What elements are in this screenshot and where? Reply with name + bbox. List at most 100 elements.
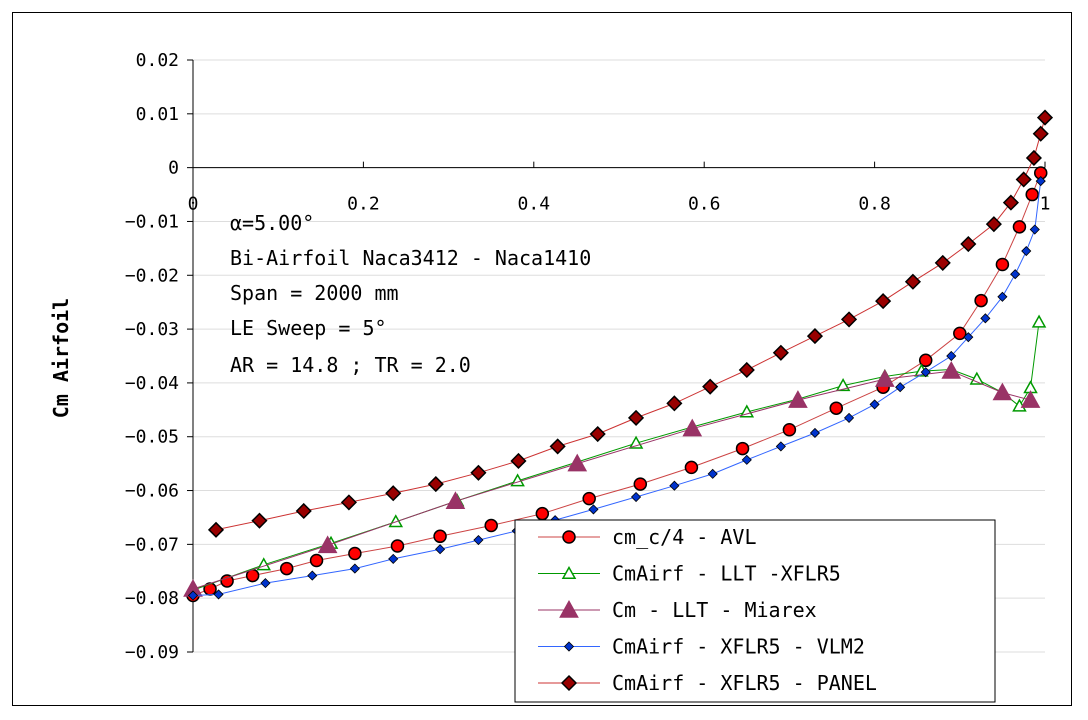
data-point <box>385 485 402 502</box>
data-point <box>295 502 312 520</box>
data-point <box>484 518 498 533</box>
data-point <box>213 589 224 600</box>
data-point <box>535 506 550 521</box>
data-point <box>974 293 988 308</box>
series-4 <box>207 109 1054 538</box>
data-point <box>995 257 1010 272</box>
data-point <box>433 529 447 544</box>
tick-layer: 0.02 0.01 0 −0.01 −0.02 −0.03 −0.04 −0.05 −0.06 −… <box>125 50 1051 663</box>
data-point <box>934 254 951 271</box>
data-point <box>1020 390 1041 408</box>
annotation-span: Span = 2000 mm <box>230 281 399 305</box>
data-point <box>788 390 808 408</box>
data-point <box>510 452 527 470</box>
data-point <box>561 565 577 580</box>
data-point <box>1002 194 1019 211</box>
data-point <box>735 441 750 456</box>
data-point <box>390 539 405 553</box>
data-point <box>869 399 880 410</box>
data-point <box>435 544 446 555</box>
legend-items: cm_c/4 - AVL CmAirf - LLT -XFLR5 Cm - LLT … <box>538 525 877 695</box>
x-tick-label: 0 <box>188 194 199 215</box>
data-point <box>1021 245 1032 257</box>
series-0 <box>186 166 1048 603</box>
data-point <box>1025 149 1042 167</box>
data-point <box>738 361 755 379</box>
y-tick-label: −0.08 <box>125 588 179 609</box>
annotation-sweep: LE Sweep = 5° <box>230 316 387 340</box>
data-point <box>775 441 786 452</box>
data-point <box>1015 171 1032 188</box>
data-point <box>843 412 855 423</box>
data-point <box>563 641 575 652</box>
data-point <box>1035 176 1046 187</box>
data-point <box>920 367 931 378</box>
data-point <box>918 353 933 368</box>
y-tick-label: −0.05 <box>125 427 179 448</box>
data-point <box>707 468 718 479</box>
data-point <box>220 574 234 588</box>
data-point <box>829 401 844 415</box>
legend-label: cm_c/4 - AVL <box>612 525 757 549</box>
data-point <box>559 599 579 618</box>
data-point <box>627 409 645 426</box>
data-point <box>309 553 324 568</box>
data-point <box>1029 224 1040 235</box>
y-tick-label: −0.09 <box>125 642 179 663</box>
annotation-alpha: α=5.00° <box>230 211 314 235</box>
data-point <box>739 404 755 418</box>
series-2 <box>183 361 1041 597</box>
data-point <box>682 418 703 437</box>
data-point <box>941 361 962 379</box>
data-point <box>953 326 967 341</box>
data-point <box>1032 125 1049 142</box>
series-line <box>192 370 1031 590</box>
data-point <box>985 216 1002 233</box>
data-point <box>348 546 362 561</box>
y-tick-label: 0 <box>168 158 179 179</box>
x-tick-label: 0.8 <box>858 194 891 215</box>
data-point <box>260 578 271 589</box>
data-point <box>207 521 225 538</box>
data-point <box>589 425 606 443</box>
data-point <box>388 514 404 528</box>
x-tick-label: 1 <box>1040 194 1051 215</box>
data-point <box>582 491 596 506</box>
data-point <box>549 438 566 455</box>
annotation-airfoil: Bi-Airfoil Naca3412 - Naca1410 <box>230 246 591 270</box>
data-point <box>307 570 318 581</box>
data-point <box>560 674 578 692</box>
data-point <box>669 480 680 491</box>
legend-label: CmAirf - XFLR5 - VLM2 <box>612 635 865 659</box>
data-point <box>997 291 1008 302</box>
y-tick-label: 0.01 <box>136 104 179 125</box>
data-point <box>835 378 851 392</box>
data-point <box>946 350 957 362</box>
data-point <box>963 332 974 343</box>
data-point <box>562 530 576 544</box>
data-point <box>633 477 648 491</box>
data-point <box>470 464 487 481</box>
data-point <box>772 344 789 361</box>
data-point <box>684 460 699 475</box>
legend-label: CmAirf - LLT -XFLR5 <box>612 562 841 586</box>
data-point <box>628 435 644 449</box>
data-point <box>895 382 906 393</box>
data-point <box>251 512 268 529</box>
y-tick-label: −0.07 <box>125 534 179 555</box>
y-tick-label: −0.04 <box>125 373 179 394</box>
data-point <box>904 273 922 290</box>
annotation-ar-tr: AR = 14.8 ; TR = 2.0 <box>230 353 471 377</box>
data-point <box>702 378 719 395</box>
data-point <box>960 235 977 253</box>
data-point <box>445 491 466 510</box>
data-point <box>980 313 991 324</box>
data-point <box>741 454 752 465</box>
y-tick-label: −0.03 <box>125 319 179 340</box>
data-point <box>874 369 895 387</box>
y-tick-label: −0.01 <box>125 211 179 232</box>
legend: cm_c/4 - AVL CmAirf - LLT -XFLR5 Cm - LLT … <box>514 519 996 703</box>
data-point <box>1031 314 1047 328</box>
data-point <box>427 476 444 493</box>
